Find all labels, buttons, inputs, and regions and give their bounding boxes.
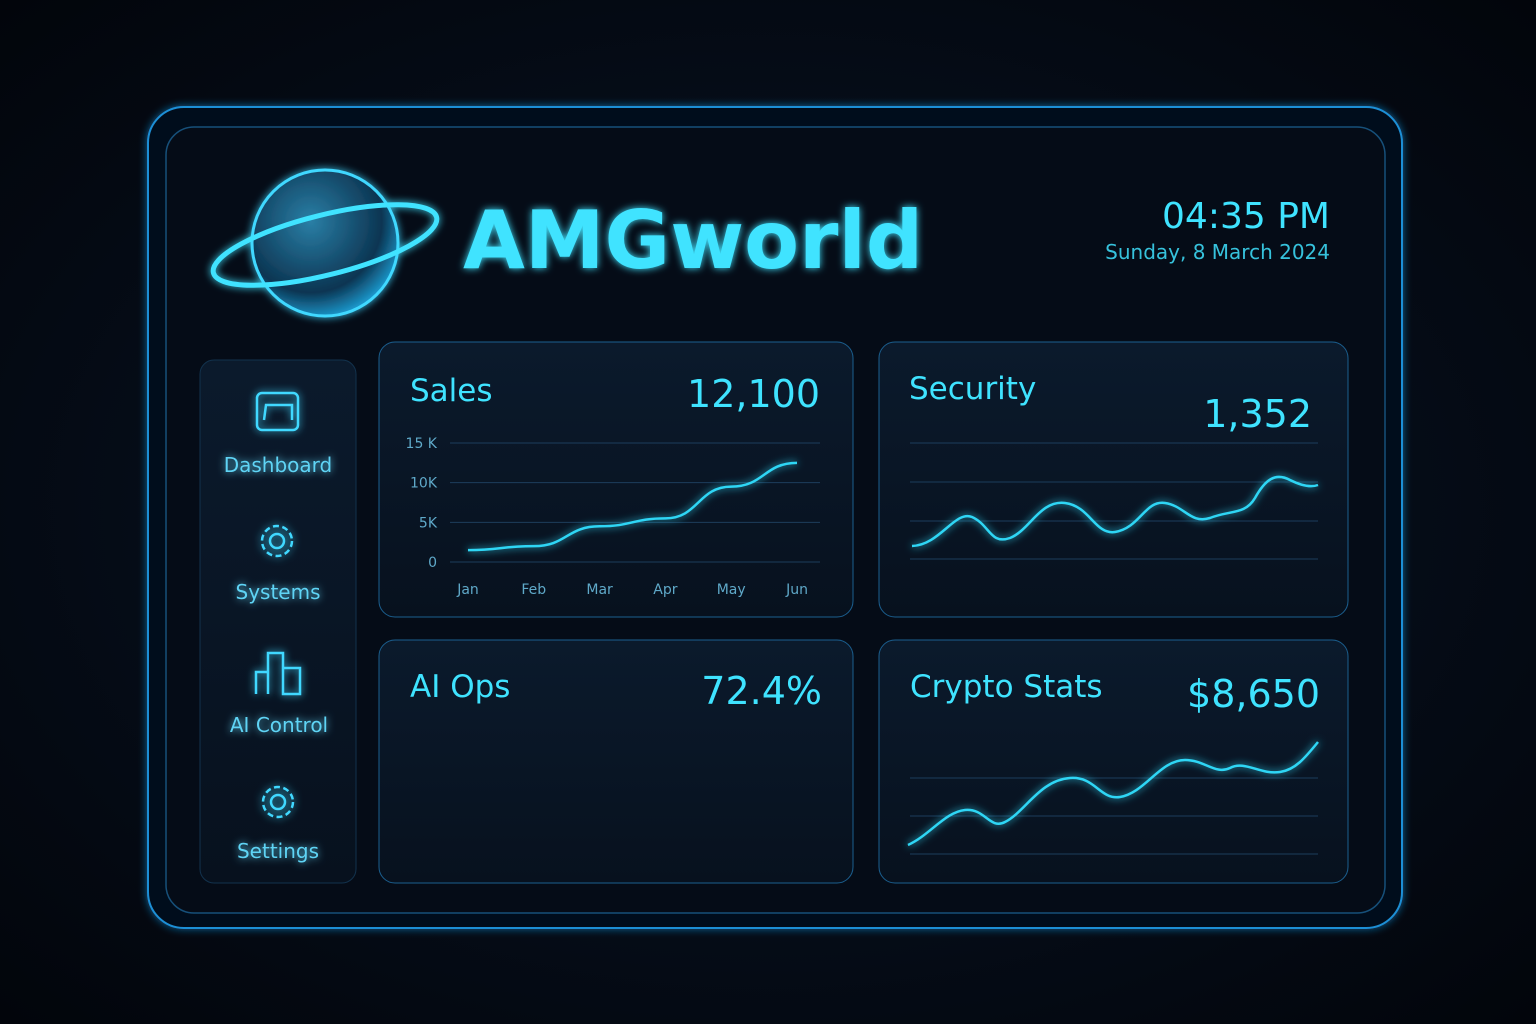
y-tick-label: 15 K: [406, 436, 438, 452]
x-tick-label: Jan: [456, 582, 479, 598]
card-title: Sales: [410, 373, 493, 409]
nav-label[interactable]: Systems: [236, 580, 321, 604]
logo: [210, 168, 440, 318]
security-card: [878, 341, 1349, 618]
date: Sunday, 8 March 2024: [1105, 240, 1330, 264]
x-tick-label: Apr: [653, 582, 677, 598]
x-tick-label: May: [717, 582, 746, 598]
y-tick-label: 10K: [410, 476, 438, 492]
x-tick-label: Jun: [785, 582, 808, 598]
crypto-grid: [910, 777, 1318, 855]
nav-item[interactable]: Settings: [237, 785, 319, 863]
sidebar: [199, 359, 357, 884]
sales-line: [467, 461, 798, 552]
x-tick-label: Feb: [521, 582, 546, 598]
nav-item[interactable]: AI Control: [230, 651, 328, 737]
card-value: $8,650: [1187, 672, 1320, 716]
card-title: AI Ops: [410, 669, 510, 705]
card-value: 12,100: [687, 372, 820, 416]
clock: 04:35 PM: [1162, 196, 1330, 237]
ai-ops-card: [378, 639, 854, 884]
card-title: Crypto Stats: [910, 669, 1103, 705]
card-value: 72.4%: [701, 669, 822, 713]
card-value: 1,352: [1203, 392, 1312, 436]
nav-item[interactable]: Systems: [236, 524, 321, 604]
nav-label[interactable]: Dashboard: [224, 453, 333, 477]
nav-label[interactable]: Settings: [237, 839, 319, 863]
y-tick-label: 5K: [419, 515, 438, 531]
security-sparkline: [911, 475, 1319, 548]
card-title: Security: [909, 371, 1036, 407]
app-title: AMGworld: [463, 194, 923, 287]
y-tick-label: 0: [428, 555, 437, 571]
nav-label[interactable]: AI Control: [230, 713, 328, 737]
nav-item[interactable]: Dashboard: [224, 391, 333, 477]
crypto-sparkline: [907, 741, 1319, 847]
x-tick-label: Mar: [586, 582, 613, 598]
